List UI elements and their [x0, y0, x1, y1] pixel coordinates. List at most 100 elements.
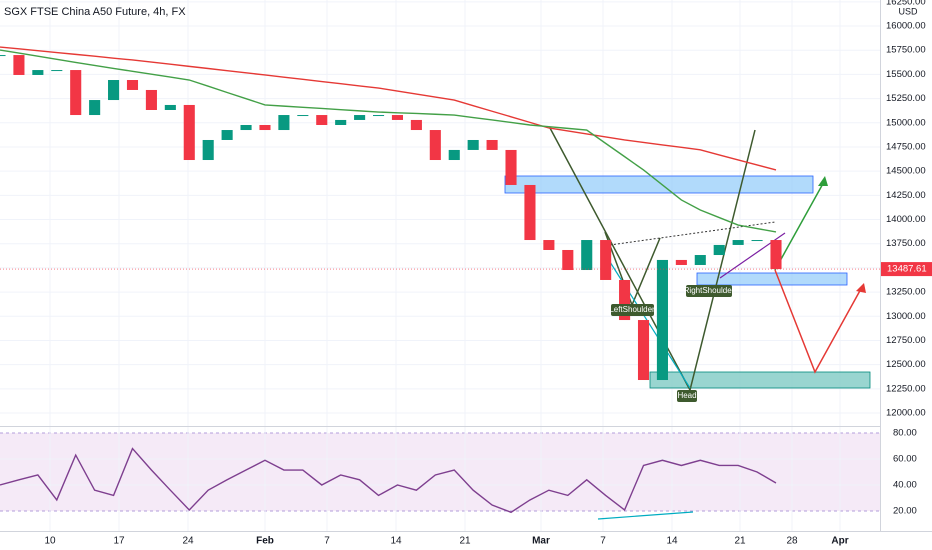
candle — [108, 80, 120, 101]
candle — [372, 115, 385, 117]
y-tick-label: 12250.00 — [886, 383, 926, 394]
candle — [240, 124, 252, 131]
y-tick-label: 15000.00 — [886, 117, 926, 128]
candle — [89, 100, 101, 116]
last-price-box — [881, 262, 932, 277]
y-tick-label: 15750.00 — [886, 45, 926, 56]
x-tick-label: Feb — [256, 536, 274, 547]
x-tick-label: 7 — [324, 536, 330, 547]
candle — [51, 70, 63, 72]
x-tick-label: 24 — [182, 536, 194, 547]
x-tick-label: 10 — [44, 536, 56, 547]
candle — [656, 259, 668, 381]
candle — [486, 139, 498, 150]
y-tick-label: 14750.00 — [886, 141, 926, 152]
annotation-box — [611, 304, 654, 316]
target-zone — [649, 371, 871, 389]
y-tick-label: 12000.00 — [886, 408, 926, 419]
candle — [32, 70, 44, 75]
x-tick-label: 28 — [786, 536, 798, 547]
candle — [13, 55, 25, 75]
y-tick-label: 14000.00 — [886, 214, 926, 225]
candle — [164, 104, 176, 110]
annotation-box — [677, 390, 697, 402]
candle — [70, 70, 82, 116]
y-tick-label: 14250.00 — [886, 190, 926, 201]
y-tick-label: 16250.00 — [886, 0, 926, 7]
x-tick-label: 21 — [459, 536, 471, 547]
series-line — [0, 46, 777, 171]
candle — [316, 115, 328, 125]
y-tick-label: 13750.00 — [886, 238, 926, 249]
x-tick-label: 21 — [734, 536, 746, 547]
candle — [581, 240, 593, 271]
y2-tick-label: 60.00 — [893, 453, 917, 464]
y2-tick-label: 20.00 — [893, 506, 917, 517]
x-tick-label: Mar — [532, 536, 550, 547]
annotations: LeftShoulder Head RightShoulder — [609, 285, 735, 402]
y2-tick-label: 80.00 — [893, 427, 917, 438]
candle — [732, 240, 744, 245]
y-tick-label: 12500.00 — [886, 359, 926, 370]
candle — [675, 259, 687, 265]
annotation: Head — [677, 391, 696, 400]
candle — [278, 115, 290, 131]
divergence-line — [597, 511, 694, 520]
annotation: LeftShoulder — [609, 305, 655, 314]
candle — [354, 115, 366, 120]
x-tick-label: 7 — [600, 536, 606, 547]
grid — [0, 0, 880, 531]
candle — [410, 119, 422, 131]
candle — [637, 320, 650, 381]
y-tick-label: 15500.00 — [886, 69, 926, 80]
annotation-box — [686, 285, 732, 297]
candle — [467, 139, 479, 150]
plot — [0, 46, 880, 514]
currency: USD — [898, 6, 918, 16]
candle — [619, 279, 631, 321]
candle — [713, 244, 725, 256]
resistance-zone — [504, 175, 814, 194]
candle — [202, 139, 214, 161]
candle — [770, 240, 782, 270]
bear-arrow — [774, 269, 863, 374]
candle — [448, 149, 460, 161]
candle — [505, 149, 517, 185]
x-tick-label: Apr — [831, 536, 848, 547]
candle — [751, 240, 763, 242]
candle — [562, 249, 574, 271]
y2-tick-label: 40.00 — [893, 480, 917, 491]
rsi-band — [0, 432, 880, 512]
x-tick-label: 17 — [113, 536, 125, 547]
y-tick-label: 15250.00 — [886, 93, 926, 104]
candle — [221, 130, 233, 140]
candle — [183, 104, 195, 161]
series-line — [0, 447, 777, 514]
candle — [259, 124, 271, 131]
candle — [145, 89, 157, 110]
bull-arrow — [774, 179, 826, 271]
y-tick-label: 14500.00 — [886, 166, 926, 177]
last-price-label: 13487.61 — [887, 264, 927, 275]
annotation: RightShoulder — [684, 286, 735, 295]
series-line — [0, 49, 777, 233]
candle — [600, 240, 612, 280]
candle — [694, 255, 706, 265]
candle — [524, 184, 536, 241]
candle — [335, 119, 347, 125]
arrow-head — [856, 283, 866, 293]
candle — [0, 55, 6, 57]
y-tick-label: 13250.00 — [886, 287, 926, 298]
x-tick-label: 14 — [390, 536, 402, 547]
candle — [543, 240, 555, 250]
y-tick-label: 13000.00 — [886, 311, 926, 322]
y-tick-label: 12750.00 — [886, 335, 926, 346]
candle — [391, 115, 404, 120]
candle — [429, 130, 441, 161]
arrow-head — [818, 176, 828, 186]
candle — [126, 80, 139, 90]
candle — [297, 115, 309, 117]
support-zone — [696, 272, 848, 286]
x-tick-label: 14 — [666, 536, 678, 547]
